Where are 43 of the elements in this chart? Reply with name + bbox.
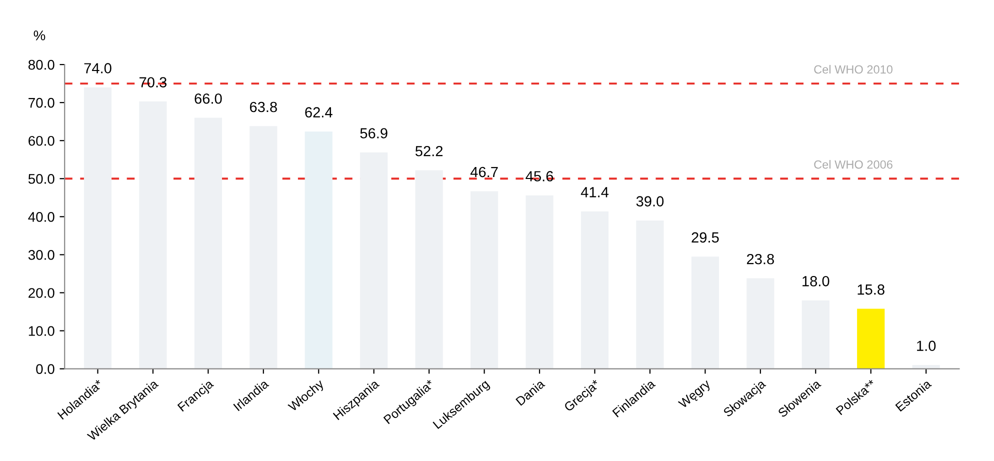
y-tick-label: 70.0 bbox=[28, 98, 54, 108]
data-label: 18.0 bbox=[802, 276, 830, 286]
bar bbox=[139, 101, 167, 369]
bar bbox=[360, 152, 388, 369]
data-label: 70.3 bbox=[140, 77, 167, 88]
y-tick-label: 20.0 bbox=[28, 288, 54, 298]
data-label: 63.8 bbox=[250, 102, 277, 112]
y-tick-label: 60.0 bbox=[28, 136, 54, 146]
bar bbox=[802, 300, 830, 369]
bar bbox=[580, 211, 609, 369]
data-label: 1.0 bbox=[917, 340, 936, 352]
bar bbox=[636, 220, 664, 369]
bar bbox=[526, 195, 554, 369]
ref-line-label: Cel WHO 2006 bbox=[814, 160, 892, 169]
y-tick-label: 40.0 bbox=[28, 212, 54, 222]
data-label: 39.0 bbox=[636, 196, 664, 206]
data-label: 62.4 bbox=[305, 107, 332, 118]
data-label: 52.2 bbox=[415, 146, 443, 156]
y-axis-title: % bbox=[34, 30, 46, 40]
data-label: 29.5 bbox=[692, 232, 719, 243]
bar bbox=[194, 118, 222, 369]
ref-line-label: Cel WHO 2010 bbox=[814, 64, 892, 74]
data-label: 41.4 bbox=[580, 187, 609, 198]
bar bbox=[84, 87, 112, 369]
y-tick-label: 50.0 bbox=[28, 174, 54, 184]
data-label: 46.7 bbox=[470, 166, 498, 178]
bar bbox=[691, 256, 719, 369]
data-label: 23.8 bbox=[746, 254, 774, 264]
data-label: 74.0 bbox=[84, 63, 112, 74]
y-tick-label: 80.0 bbox=[28, 60, 54, 70]
data-label: 56.9 bbox=[360, 128, 388, 138]
bar bbox=[746, 278, 774, 369]
y-tick-label: 0.0 bbox=[36, 364, 54, 374]
data-label: 45.6 bbox=[526, 171, 554, 182]
bar bbox=[415, 170, 443, 369]
bar bbox=[470, 191, 498, 369]
data-label: 15.8 bbox=[858, 284, 884, 295]
data-label: 66.0 bbox=[194, 93, 222, 104]
bar bbox=[857, 308, 885, 369]
y-tick-label: 30.0 bbox=[28, 250, 54, 260]
bar bbox=[250, 126, 278, 369]
bar bbox=[304, 131, 332, 369]
y-tick-label: 10.0 bbox=[28, 326, 54, 336]
